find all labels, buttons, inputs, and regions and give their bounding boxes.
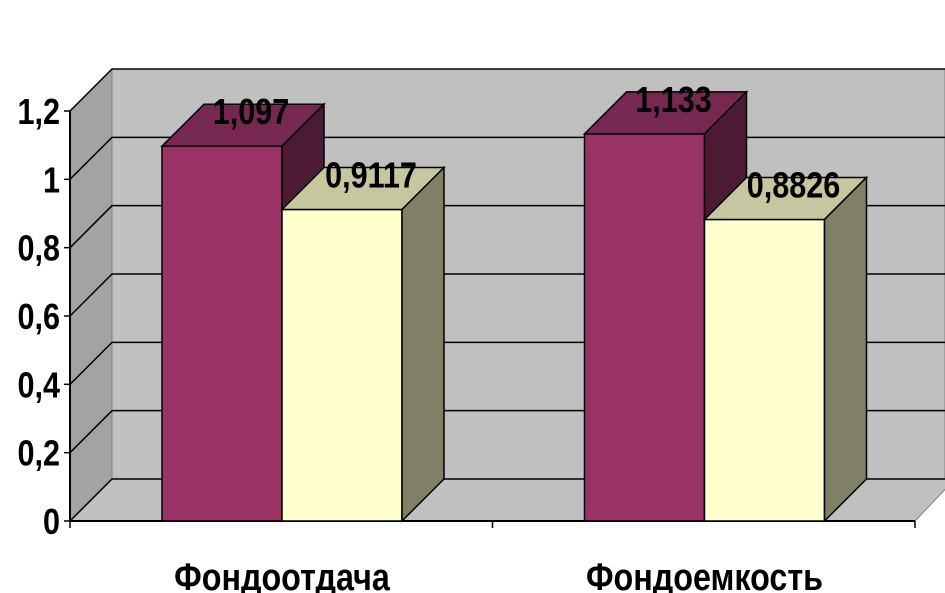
bar-front (703, 218, 826, 522)
data-labels: 1,097 0,9117 1,133 0,8826 (213, 81, 841, 206)
y-tick-label: 0 (43, 503, 60, 543)
data-label: 1,133 (635, 81, 712, 121)
y-tick-label: 1 (43, 161, 60, 201)
y-tick-label: 0,6 (17, 298, 60, 338)
data-label: 0,8826 (747, 166, 841, 206)
gridline (69, 68, 945, 112)
bar-front (161, 145, 283, 522)
data-label: 1,097 (213, 93, 290, 133)
category-labels: Фондоотдача Фондоемкость (174, 557, 823, 593)
y-tick-label: 1,2 (17, 93, 60, 133)
y-tick-label: 0,2 (17, 434, 60, 474)
bar-side (401, 165, 445, 523)
y-tick-label: 0,4 (17, 366, 60, 406)
bar-front (281, 208, 403, 522)
bars (160, 90, 869, 523)
y-tick-labels: 0 0,2 0,4 0,6 0,8 1 1,2 (17, 93, 60, 543)
category-label: Фондоотдача (174, 557, 390, 593)
category-label: Фондоемкость (586, 557, 823, 593)
bar-front (583, 133, 706, 522)
bar-side (823, 175, 868, 523)
y-tick-label: 0,8 (17, 229, 60, 269)
data-label: 0,9117 (325, 156, 417, 196)
